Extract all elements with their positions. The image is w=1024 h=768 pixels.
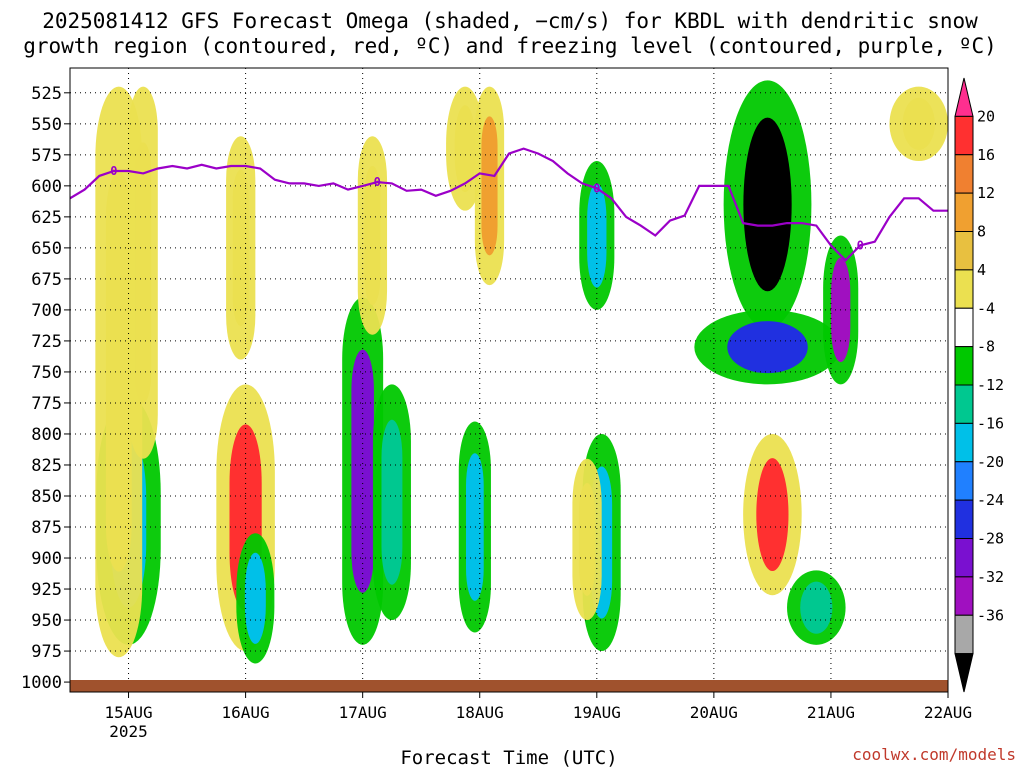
credit-text: coolwx.com/models bbox=[852, 745, 1016, 764]
x-tick-label-16AUG: 16AUG bbox=[222, 703, 270, 722]
grid-lines bbox=[70, 68, 948, 692]
chart-title-line-1: 2025081412 GFS Forecast Omega (shaded, −… bbox=[42, 9, 978, 33]
colorbar-swatch-14 bbox=[954, 614, 974, 655]
omega-core-17 bbox=[756, 458, 789, 572]
colorbar-swatch-7 bbox=[954, 346, 974, 386]
omega-core-10 bbox=[454, 105, 476, 193]
y-axis-ticks: 525 550 575 600 625 650 675 700 725 750 775 800 825 8… bbox=[21, 84, 70, 693]
omega-core-2 bbox=[135, 142, 152, 403]
x-axis-label: Forecast Time (UTC) bbox=[400, 747, 617, 768]
y-tick-label-850: 850 bbox=[31, 487, 62, 507]
colorbar-label-4: 4 bbox=[977, 261, 986, 279]
colorbar-label-6: -8 bbox=[977, 338, 995, 356]
y-tick-label-675: 675 bbox=[31, 270, 62, 290]
x-tick-label-20AUG: 20AUG bbox=[690, 703, 738, 722]
colorbar-swatch-9 bbox=[954, 422, 974, 463]
omega-core-11 bbox=[481, 116, 498, 256]
freezing-level-contour: 0 0 0 0 bbox=[70, 147, 948, 262]
colorbar-label-1: 16 bbox=[977, 146, 995, 164]
y-tick-label-825: 825 bbox=[31, 456, 62, 476]
colorbar-label-3: 8 bbox=[977, 223, 986, 241]
x-tick-label-21AUG: 21AUG bbox=[807, 703, 855, 722]
omega-core-19 bbox=[800, 581, 833, 634]
colorbar-swatch-15 bbox=[954, 653, 974, 693]
colorbar-label-2: 12 bbox=[977, 184, 995, 202]
x-tick-label-17AUG: 17AUG bbox=[339, 703, 387, 722]
plot-border bbox=[69, 67, 949, 693]
y-tick-label-900: 900 bbox=[31, 549, 62, 569]
colorbar-swatch-0 bbox=[954, 77, 974, 117]
y-tick-label-725: 725 bbox=[31, 332, 62, 352]
colorbar-label-10: -24 bbox=[977, 491, 1004, 509]
omega-core-20 bbox=[902, 97, 935, 150]
colorbar-label-12: -32 bbox=[977, 568, 1004, 586]
y-tick-label-575: 575 bbox=[31, 146, 62, 166]
colorbar-swatch-3 bbox=[954, 192, 974, 232]
colorbar-swatch-6 bbox=[954, 307, 974, 348]
x-tick-label-18AUG: 18AUG bbox=[456, 703, 504, 722]
y-tick-label-800: 800 bbox=[31, 425, 62, 445]
y-tick-label-625: 625 bbox=[31, 208, 62, 228]
colorbar: 20 16 12 8 4 -4 -8 -12 -16 -20 -24 -28 -32 -36 bbox=[954, 77, 1004, 693]
y-tick-label-750: 750 bbox=[31, 363, 62, 383]
omega-core-6 bbox=[351, 349, 374, 593]
freezing-level-line bbox=[70, 147, 948, 262]
y-tick-label-775: 775 bbox=[31, 394, 62, 414]
freezing-level-label-2: 0 bbox=[593, 181, 600, 195]
y-tick-label-975: 975 bbox=[31, 642, 62, 662]
x-tick-label-15AUG: 15AUG bbox=[104, 703, 152, 722]
omega-core-14 bbox=[578, 482, 596, 596]
omega-core-1 bbox=[105, 172, 132, 572]
omega-core-7 bbox=[364, 166, 381, 305]
colorbar-swatch-8 bbox=[954, 384, 974, 424]
y-tick-label-525: 525 bbox=[31, 84, 62, 104]
colorbar-swatch-11 bbox=[954, 499, 974, 539]
y-tick-label-700: 700 bbox=[31, 301, 62, 321]
colorbar-swatch-1 bbox=[954, 115, 974, 156]
x-tick-sublabel-15AUG: 2025 bbox=[109, 722, 148, 741]
colorbar-label-7: -12 bbox=[977, 376, 1004, 394]
colorbar-swatch-5 bbox=[954, 269, 974, 309]
colorbar-swatch-10 bbox=[954, 461, 974, 501]
chart-title: 2025081412 GFS Forecast Omega (shaded, −… bbox=[23, 9, 997, 58]
x-tick-label-19AUG: 19AUG bbox=[573, 703, 621, 722]
omega-core-9 bbox=[466, 453, 484, 601]
colorbar-swatch-12 bbox=[954, 538, 974, 578]
omega-core-16 bbox=[727, 321, 808, 374]
omega-shading bbox=[95, 80, 948, 664]
y-tick-label-600: 600 bbox=[31, 177, 62, 197]
y-tick-label-1000: 1000 bbox=[21, 673, 62, 693]
colorbar-label-0: 20 bbox=[977, 107, 995, 125]
x-tick-label-22AUG: 22AUG bbox=[924, 703, 972, 722]
y-tick-label-925: 925 bbox=[31, 580, 62, 600]
chart-title-line-2: growth region (contoured, red, ºC) and f… bbox=[23, 34, 997, 58]
freezing-level-label-1: 0 bbox=[374, 175, 381, 189]
colorbar-label-8: -16 bbox=[977, 414, 1004, 432]
y-tick-label-650: 650 bbox=[31, 239, 62, 259]
freezing-level-label-3: 0 bbox=[857, 238, 864, 252]
omega-core-12 bbox=[587, 183, 607, 288]
omega-core-8 bbox=[381, 419, 403, 585]
colorbar-label-9: -20 bbox=[977, 453, 1004, 471]
y-tick-label-550: 550 bbox=[31, 115, 62, 135]
colorbar-swatch-4 bbox=[954, 231, 974, 271]
y-tick-label-875: 875 bbox=[31, 518, 62, 538]
colorbar-swatch-2 bbox=[954, 154, 974, 194]
colorbar-label-5: -4 bbox=[977, 299, 995, 317]
terrain-strip bbox=[70, 680, 948, 692]
omega-core-4 bbox=[244, 552, 266, 644]
omega-core-15 bbox=[743, 117, 792, 292]
colorbar-swatch-13 bbox=[954, 576, 974, 616]
y-tick-label-950: 950 bbox=[31, 611, 62, 631]
freezing-level-label-0: 0 bbox=[110, 164, 117, 178]
colorbar-label-13: -36 bbox=[977, 606, 1004, 624]
colorbar-label-11: -28 bbox=[977, 530, 1004, 548]
